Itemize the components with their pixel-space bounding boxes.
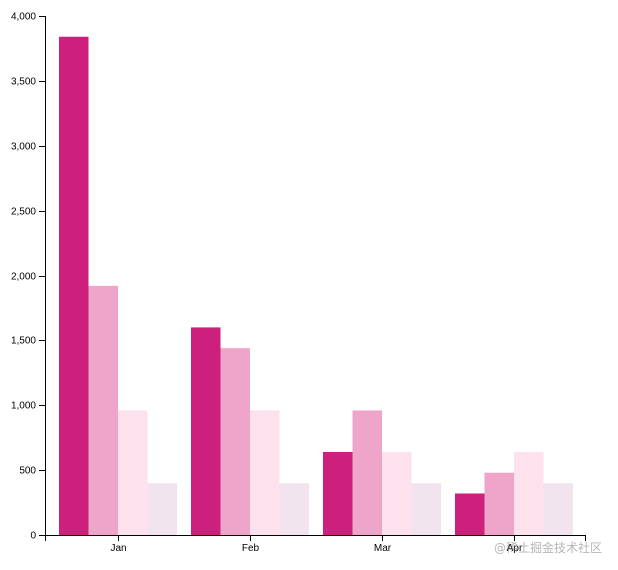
bar-apr-series-3: [514, 451, 544, 535]
bar-jan-series-3: [118, 410, 148, 535]
y-tick-label: 1,000: [11, 401, 36, 412]
bar-apr-series-4: [543, 483, 573, 535]
bar-feb-series-1: [191, 327, 221, 535]
y-tick-label: 2,000: [11, 272, 36, 283]
bar-jan-series-4: [147, 483, 177, 535]
bar-feb-series-3: [250, 410, 280, 535]
bar-feb-series-2: [220, 348, 250, 535]
x-tick-label: Feb: [242, 543, 260, 554]
y-tick-label: 500: [19, 466, 36, 477]
y-tick-label: 4,000: [11, 12, 36, 23]
bar-feb-series-4: [279, 483, 309, 535]
x-axis-line: [45, 535, 586, 541]
bar-mar-series-4: [411, 483, 441, 535]
bars-group: [59, 36, 573, 535]
y-tick-label: 3,500: [11, 77, 36, 88]
x-tick-label: Jan: [110, 543, 126, 554]
x-axis: Jan Feb Mar Apr: [45, 535, 586, 554]
bar-mar-series-1: [323, 451, 353, 535]
x-tick-label: Apr: [507, 543, 523, 554]
bar-jan-series-1: [59, 36, 89, 535]
y-tick-label: 2,500: [11, 207, 36, 218]
bar-mar-series-3: [382, 451, 412, 535]
bar-jan-series-2: [88, 285, 118, 535]
watermark-text: @稀土掘金技术社区: [493, 541, 602, 555]
y-axis: 0 500 1,000 1,500 2,000 2,500 3,000 3,500 4,000: [11, 12, 46, 542]
x-tick-label: Mar: [374, 543, 392, 554]
y-tick-label: 3,000: [11, 142, 36, 153]
bar-mar-series-2: [352, 410, 382, 535]
bar-apr-series-1: [455, 493, 485, 535]
y-tick-label: 0: [30, 531, 36, 542]
bar-apr-series-2: [484, 472, 514, 535]
y-tick-label: 1,500: [11, 336, 36, 347]
